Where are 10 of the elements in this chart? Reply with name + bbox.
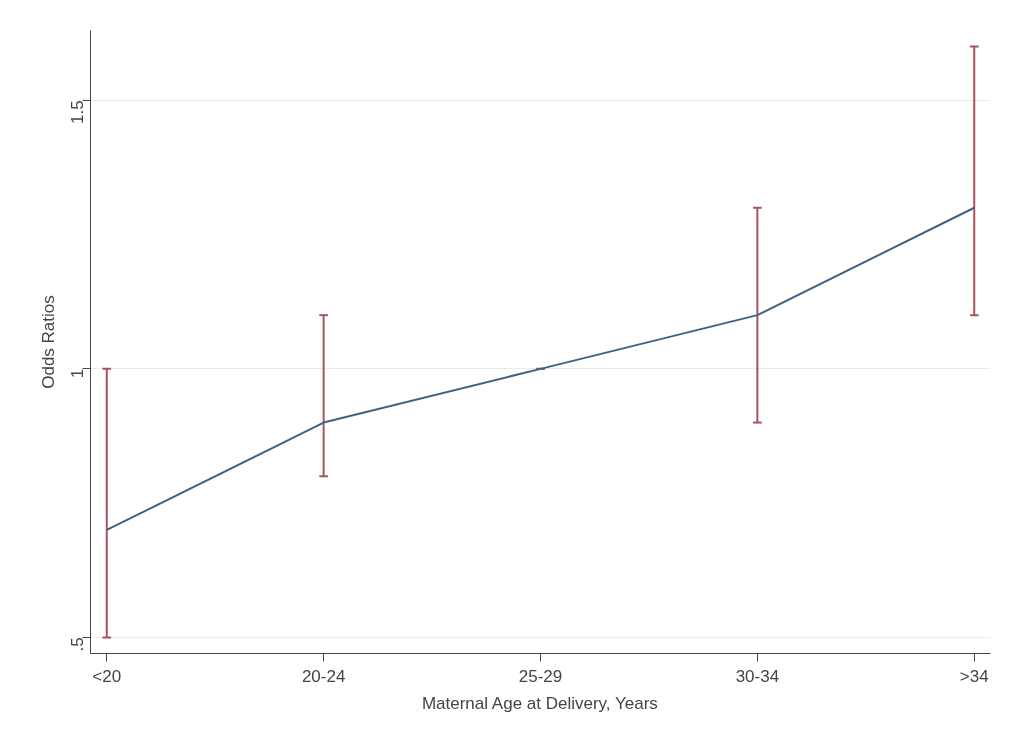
x-tick-label: <20 xyxy=(92,666,122,686)
y-tick-label: 1.5 xyxy=(68,100,88,124)
y-tick-label: 1 xyxy=(68,368,88,379)
x-tick-label: 30-34 xyxy=(735,666,780,686)
y-tick-label: .5 xyxy=(68,637,88,652)
x-tick-label: >34 xyxy=(959,666,989,686)
x-axis-title: Maternal Age at Delivery, Years xyxy=(421,693,658,713)
x-tick-label: 25-29 xyxy=(518,666,563,686)
y-axis-title: Odds Ratios xyxy=(38,295,58,389)
x-tick-label: 20-24 xyxy=(301,666,346,686)
